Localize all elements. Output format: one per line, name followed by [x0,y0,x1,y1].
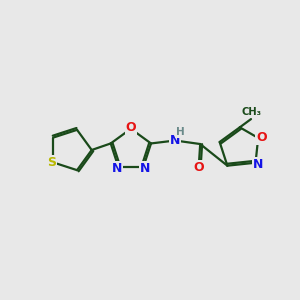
Text: O: O [125,121,136,134]
Text: O: O [194,160,204,173]
Text: CH₃: CH₃ [242,107,262,117]
Text: N: N [112,162,122,175]
Text: N: N [253,158,263,171]
Text: H: H [176,127,185,137]
Text: N: N [140,162,150,175]
Text: N: N [170,134,180,147]
Text: O: O [256,131,267,144]
Text: S: S [47,156,56,169]
